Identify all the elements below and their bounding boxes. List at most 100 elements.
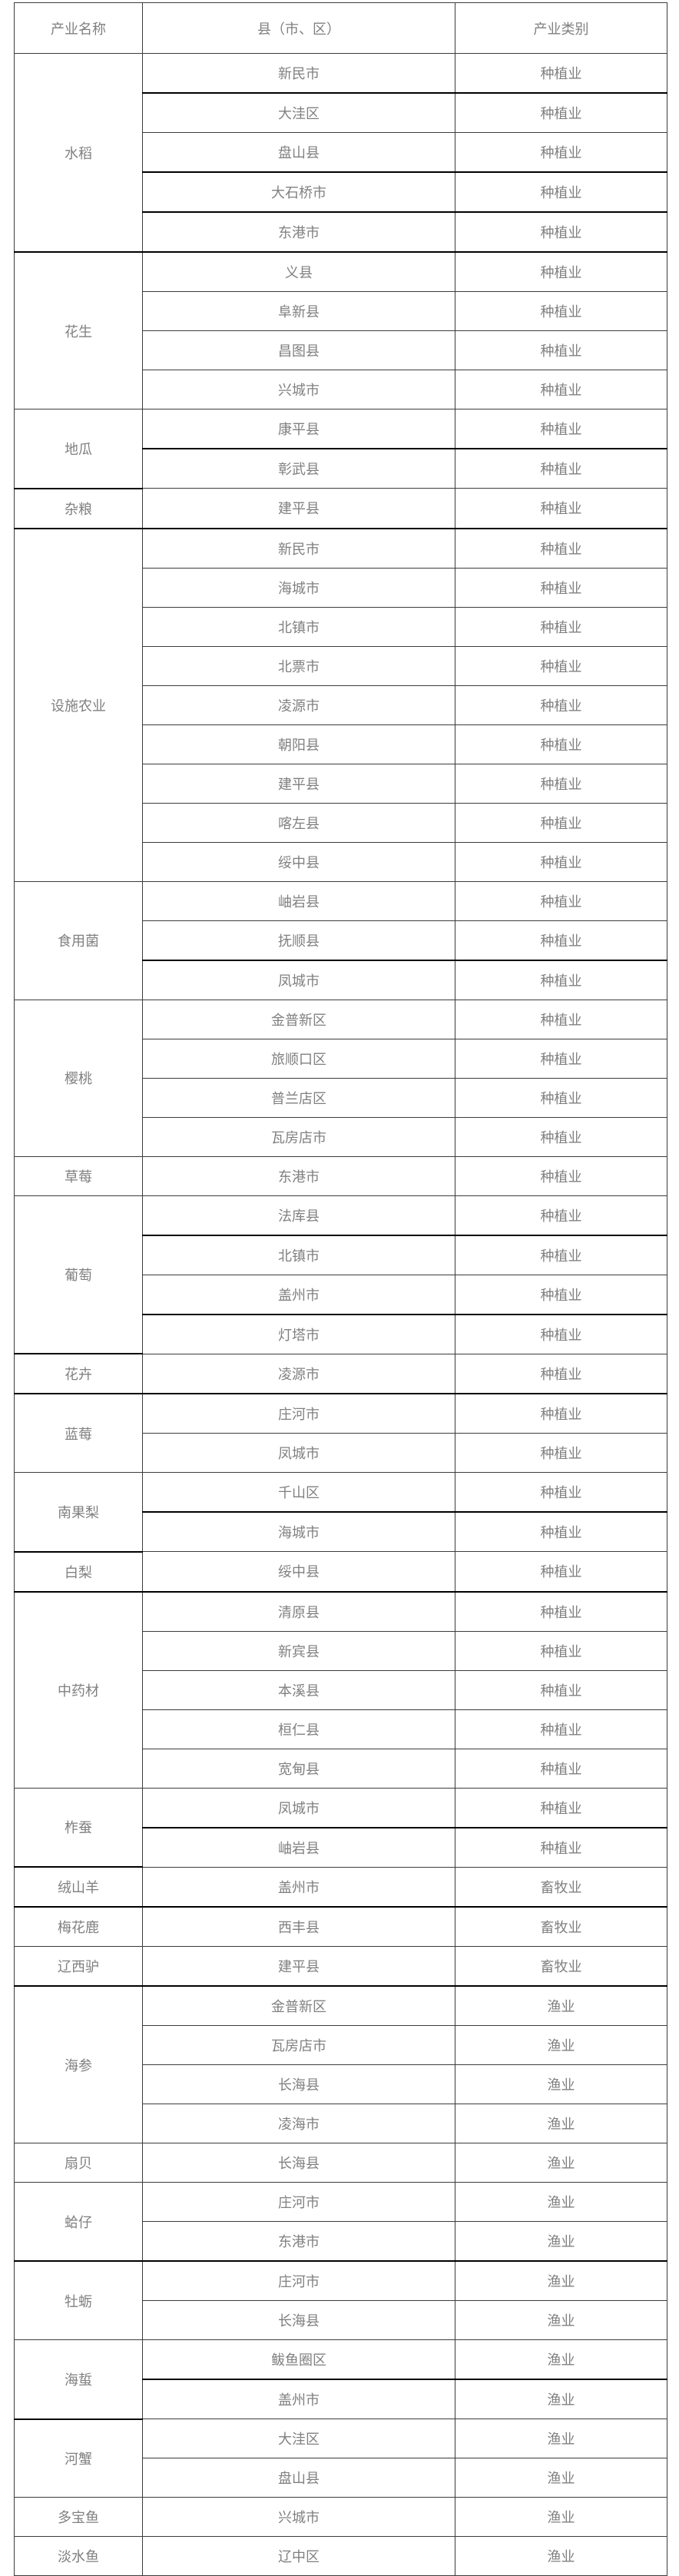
table-row: 盖州市 渔业 bbox=[15, 2379, 667, 2419]
industry-cell: 水稻 bbox=[14, 53, 143, 253]
table-row: 长海县 渔业 bbox=[15, 2300, 667, 2340]
category-cell: 种植业 bbox=[455, 330, 667, 370]
category-cell: 种植业 bbox=[455, 999, 667, 1039]
table-row: 北镇市 种植业 bbox=[15, 1235, 667, 1275]
county-cell: 大洼区 bbox=[142, 2419, 455, 2458]
category-cell: 种植业 bbox=[455, 1511, 667, 1552]
category-cell: 渔业 bbox=[455, 2104, 667, 2143]
county-cell: 旅顺口区 bbox=[142, 1038, 455, 1079]
table-row: 中药材 清原县种植业 bbox=[14, 1591, 667, 1789]
table-row: 阜新县 种植业 bbox=[15, 291, 667, 331]
county-cell: 瓦房店市 bbox=[142, 2025, 455, 2065]
category-cell: 种植业 bbox=[455, 488, 667, 529]
county-cell: 清原县 bbox=[142, 1591, 455, 1632]
industry-cell: 白梨 bbox=[14, 1551, 143, 1593]
county-cell: 普兰店区 bbox=[142, 1077, 455, 1118]
table-row: 花卉 凌源市 种植业 bbox=[14, 1353, 667, 1394]
county-cell: 建平县 bbox=[142, 763, 455, 804]
county-cell: 桓仁县 bbox=[142, 1709, 455, 1749]
table-row: 朝阳县 种植业 bbox=[15, 724, 667, 764]
category-cell: 种植业 bbox=[455, 1787, 667, 1828]
category-cell: 渔业 bbox=[455, 2025, 667, 2065]
category-cell: 渔业 bbox=[455, 2536, 667, 2576]
table-row: 牡蛎 庄河市 渔业 bbox=[14, 2260, 667, 2340]
county-cell: 北镇市 bbox=[142, 606, 455, 647]
table-row: 凌源市 种植业 bbox=[15, 685, 667, 725]
table-row: 盘山县 种植业 bbox=[15, 132, 667, 173]
county-cell: 盖州市 bbox=[142, 1866, 455, 1908]
category-cell: 种植业 bbox=[455, 1709, 667, 1749]
table-row: 东港市 渔业 bbox=[15, 2221, 667, 2262]
table-body: 水稻 新民市 种植业 大洼区 种植业 盘山县 种植业 大石桥市 种植业 东港市 种植业 花生 义县 种植业… bbox=[14, 53, 667, 2576]
table-row: 绒山羊 盖州市 畜牧业 bbox=[14, 1866, 667, 1908]
county-cell: 金普新区 bbox=[142, 1985, 455, 2026]
table-row: 长海县 渔业 bbox=[15, 2064, 667, 2104]
table-row: 北票市 种植业 bbox=[15, 645, 667, 686]
county-cell: 本溪县 bbox=[142, 1669, 455, 1710]
category-cell: 种植业 bbox=[455, 1827, 667, 1868]
category-cell: 种植业 bbox=[455, 1077, 667, 1118]
industry-cell: 柞蚕 bbox=[14, 1787, 143, 1868]
category-cell: 渔业 bbox=[455, 2300, 667, 2340]
county-cell: 大石桥市 bbox=[142, 171, 455, 213]
table-row: 大石桥市 种植业 bbox=[15, 171, 667, 213]
county-cell: 建平县 bbox=[142, 1946, 455, 1987]
category-cell: 种植业 bbox=[455, 724, 667, 764]
county-cell: 庄河市 bbox=[142, 2260, 455, 2301]
county-cell: 鲅鱼圈区 bbox=[142, 2339, 455, 2380]
industry-cell: 花卉 bbox=[14, 1353, 143, 1394]
county-cell: 新民市 bbox=[142, 53, 455, 94]
table-row: 海城市 种植业 bbox=[15, 1511, 667, 1552]
category-cell: 种植业 bbox=[455, 567, 667, 608]
table-row: 南果梨 千山区 种植业 bbox=[14, 1472, 667, 1553]
header-industry-name: 产业名称 bbox=[14, 2, 143, 54]
category-cell: 种植业 bbox=[455, 171, 667, 213]
category-cell: 种植业 bbox=[455, 920, 667, 961]
industry-cell: 葡萄 bbox=[14, 1195, 143, 1354]
county-cell: 凌源市 bbox=[142, 1353, 455, 1394]
category-cell: 种植业 bbox=[455, 763, 667, 804]
county-cell: 庄河市 bbox=[142, 1393, 455, 1434]
county-cell: 长海县 bbox=[142, 2064, 455, 2104]
category-cell: 畜牧业 bbox=[455, 1906, 667, 1947]
county-cell: 海城市 bbox=[142, 1511, 455, 1552]
table-row: 抚顺县 种植业 bbox=[15, 920, 667, 961]
table-row: 设施农业 新民市 种植业 bbox=[14, 528, 667, 882]
county-cell: 绥中县 bbox=[142, 841, 455, 882]
county-cell: 建平县 bbox=[142, 488, 455, 529]
table-row: 樱桃 金普新区 种植业 bbox=[14, 999, 667, 1157]
industry-cell: 地瓜 bbox=[14, 409, 143, 489]
industry-cell: 海参 bbox=[14, 1985, 143, 2143]
county-cell: 凤城市 bbox=[142, 1433, 455, 1473]
county-cell: 朝阳县 bbox=[142, 724, 455, 764]
category-cell: 种植业 bbox=[455, 1748, 667, 1789]
county-cell: 盘山县 bbox=[142, 2458, 455, 2498]
county-cell: 千山区 bbox=[142, 1472, 455, 1513]
industry-cell: 蓝莓 bbox=[14, 1393, 143, 1473]
category-cell: 种植业 bbox=[455, 1393, 667, 1434]
county-cell: 西丰县 bbox=[142, 1906, 455, 1947]
category-cell: 畜牧业 bbox=[455, 1866, 667, 1908]
industry-cell: 中药材 bbox=[14, 1591, 143, 1789]
industry-cell: 扇贝 bbox=[14, 2143, 143, 2183]
category-cell: 畜牧业 bbox=[455, 1946, 667, 1987]
industry-table: 产业名称 县（市、区） 产业类别 水稻 新民市 种植业 大洼区 种植业 盘山县 种植业 大石桥… bbox=[14, 2, 667, 2576]
table-row: 海参 金普新区 渔业 bbox=[14, 1985, 667, 2143]
category-cell: 种植业 bbox=[455, 1195, 667, 1236]
county-cell: 海城市 bbox=[142, 567, 455, 608]
county-cell: 义县 bbox=[142, 251, 455, 292]
table-row: 凤城市 种植业 bbox=[15, 1433, 667, 1473]
county-cell: 盖州市 bbox=[142, 1274, 455, 1315]
category-cell: 种植业 bbox=[455, 841, 667, 882]
industry-cell: 樱桃 bbox=[14, 999, 143, 1157]
county-cell: 新宾县 bbox=[142, 1630, 455, 1671]
industry-cell: 花生 bbox=[14, 251, 143, 409]
category-cell: 渔业 bbox=[455, 2064, 667, 2104]
table-row: 海蜇 鲅鱼圈区 渔业 bbox=[14, 2339, 667, 2420]
category-cell: 种植业 bbox=[455, 1353, 667, 1394]
industry-cell: 梅花鹿 bbox=[14, 1906, 143, 1947]
table-row: 水稻 新民市种植业 bbox=[14, 53, 667, 253]
county-cell: 新民市 bbox=[142, 528, 455, 569]
county-cell: 金普新区 bbox=[142, 999, 455, 1039]
